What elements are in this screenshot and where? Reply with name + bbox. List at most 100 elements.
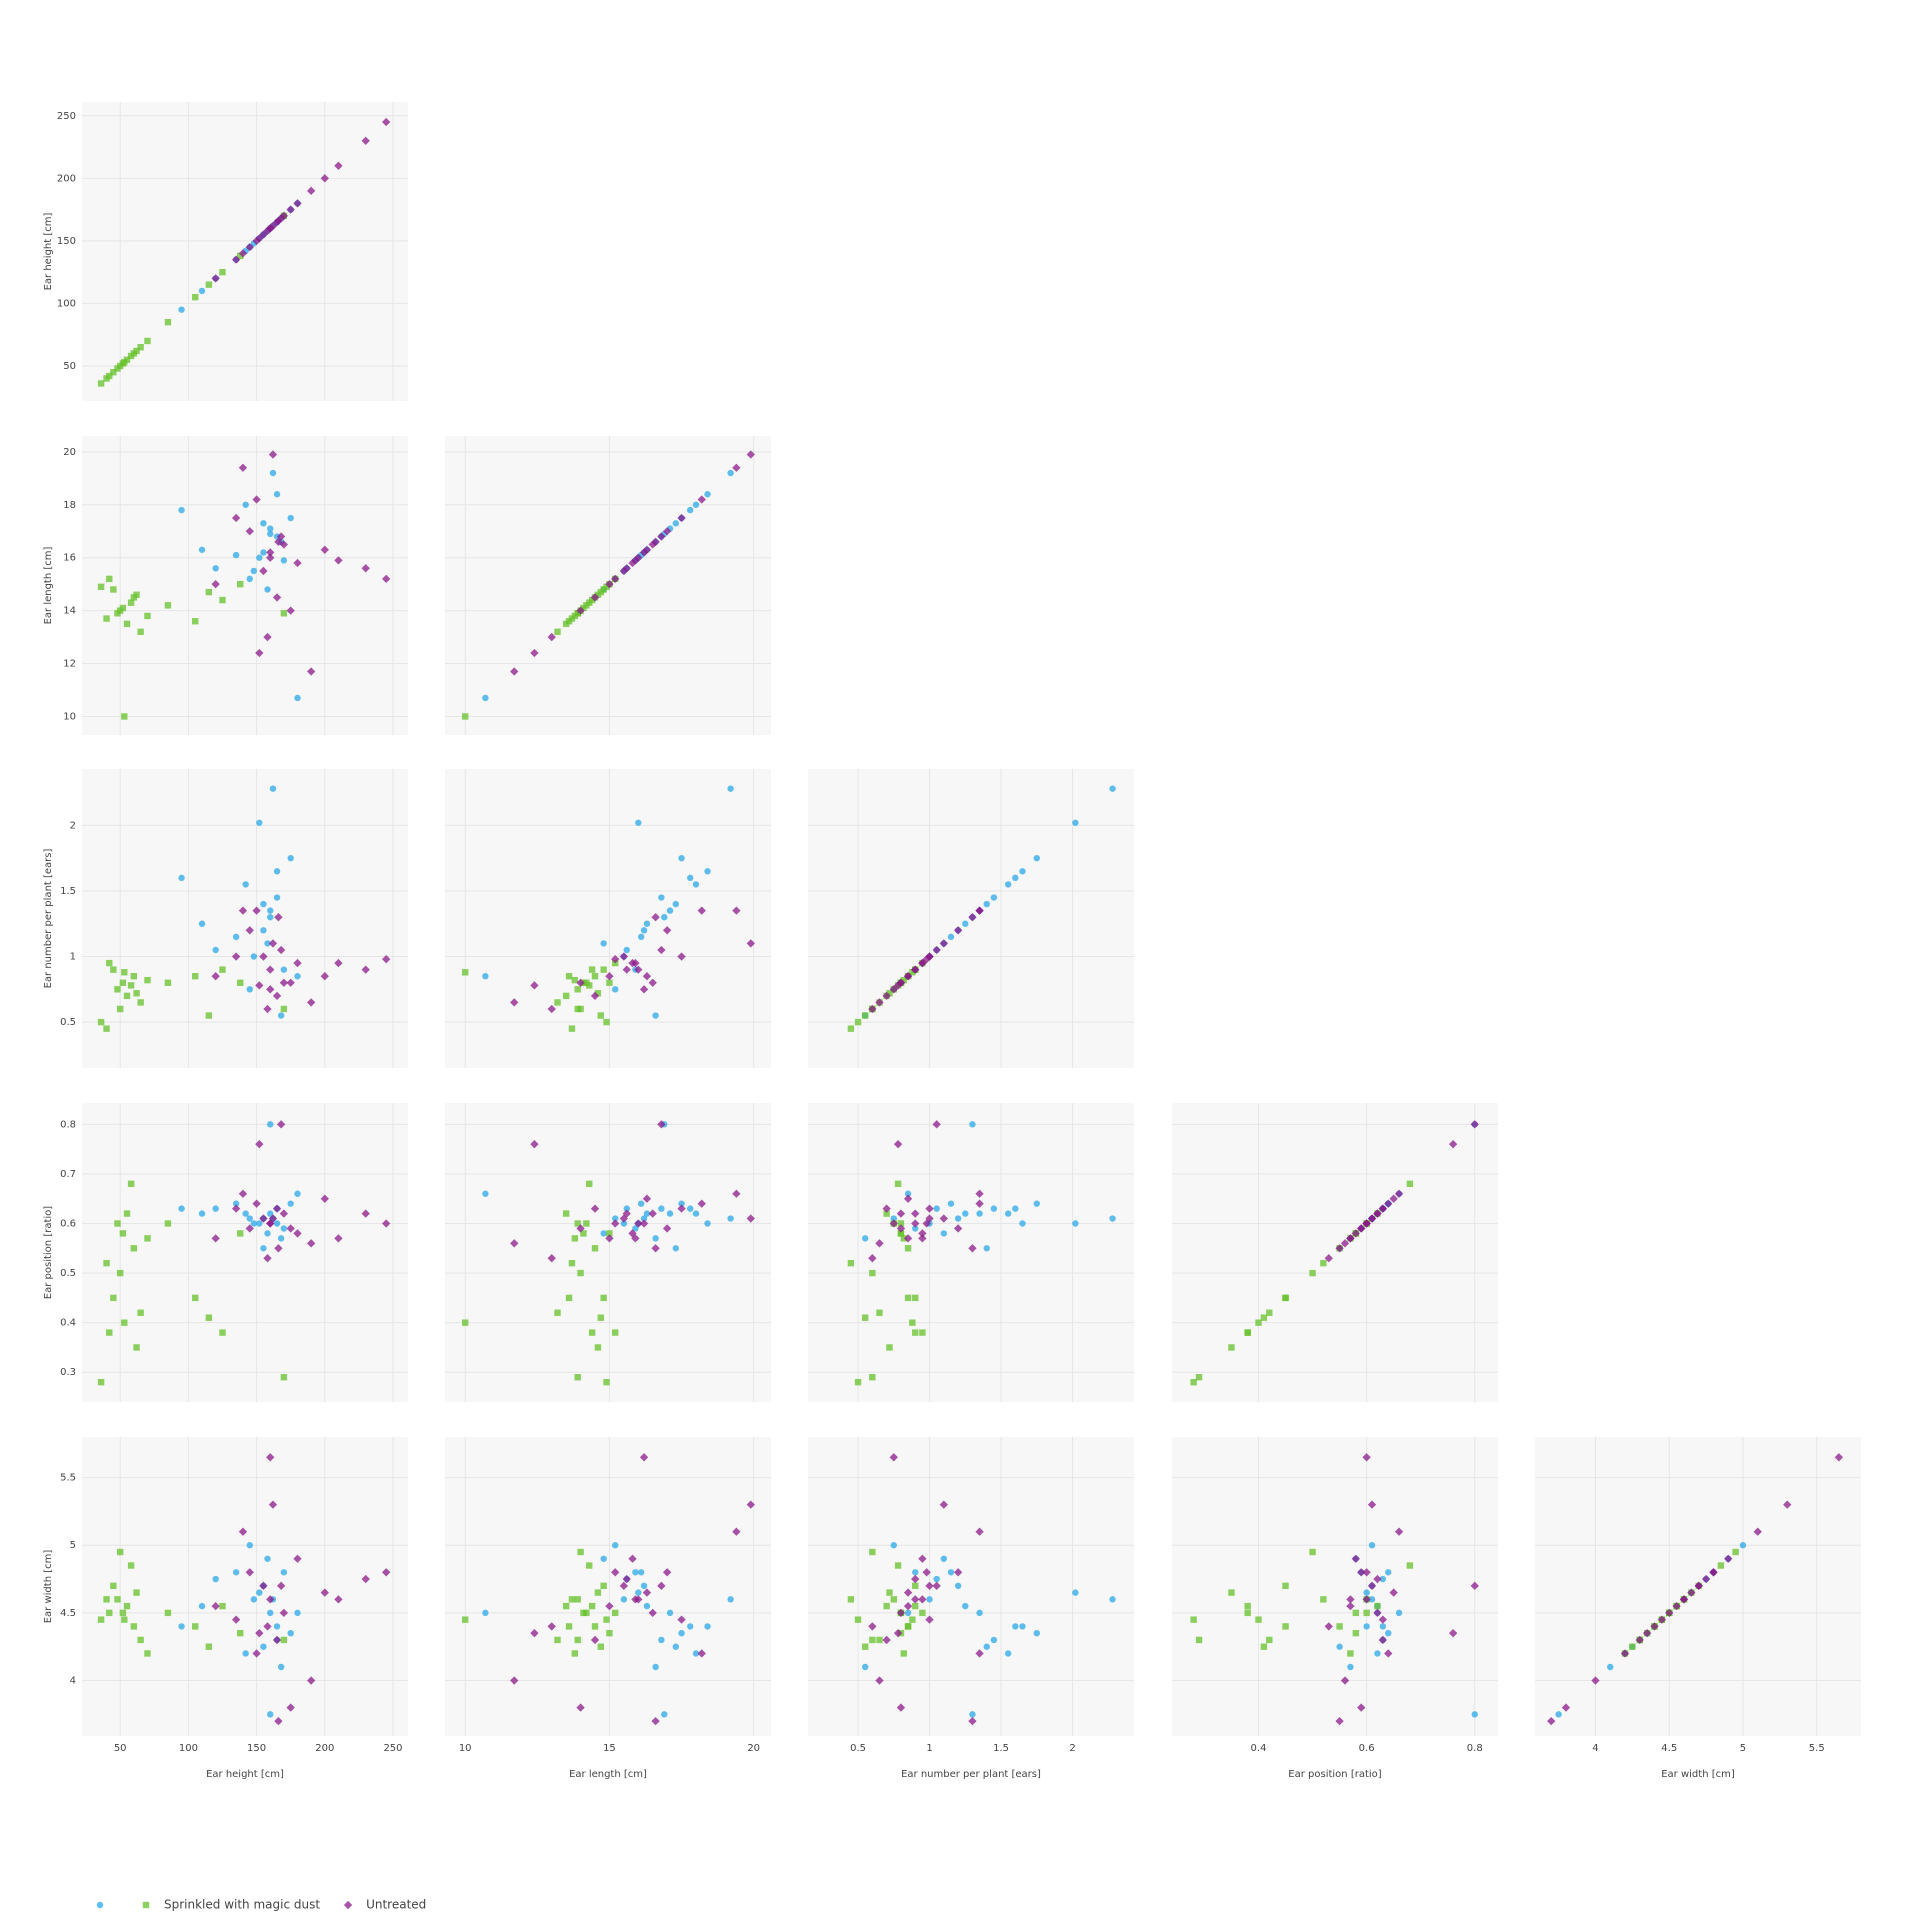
point (896, 1224, 906, 1233)
y-tick-label: 5.5 (60, 1473, 76, 1484)
point (603, 1378, 610, 1386)
point (238, 906, 248, 915)
point (260, 900, 267, 908)
point (266, 1219, 275, 1228)
point (574, 610, 581, 617)
point (576, 606, 585, 615)
plot-area (445, 1437, 771, 1736)
point (1109, 1215, 1116, 1222)
point (911, 965, 920, 974)
point (619, 1214, 629, 1223)
point (306, 1676, 316, 1685)
point (896, 1209, 906, 1218)
point (255, 234, 264, 243)
y-tick-label: 10 (63, 711, 76, 722)
point (597, 1012, 604, 1019)
x-tick-label: 15 (603, 1743, 616, 1754)
point (962, 920, 969, 927)
point (597, 1643, 604, 1650)
point (116, 1548, 124, 1556)
y-axis-title: Ear height [cm] (43, 212, 54, 290)
point (547, 1254, 556, 1263)
point (591, 1623, 599, 1630)
point (269, 785, 277, 792)
point (361, 136, 370, 145)
point (612, 1329, 619, 1336)
x-tick-label: 0.6 (1359, 1743, 1375, 1754)
point (1834, 1453, 1844, 1462)
point (947, 1569, 955, 1576)
point (238, 249, 248, 258)
point (1378, 1635, 1388, 1645)
point (896, 1608, 906, 1618)
point (912, 1294, 919, 1302)
y-tick-label: 2 (70, 820, 76, 831)
plot-area (82, 1103, 408, 1402)
point (562, 1602, 570, 1610)
point (1378, 1615, 1388, 1624)
point (611, 1568, 620, 1577)
point (657, 532, 666, 541)
point (662, 1224, 672, 1233)
point (876, 1636, 883, 1644)
point (687, 1623, 694, 1630)
point (279, 1209, 289, 1218)
point (925, 952, 934, 961)
point (1004, 1650, 1012, 1657)
point (847, 1596, 855, 1603)
point (272, 991, 282, 1001)
point (631, 1595, 640, 1604)
point (123, 1602, 131, 1610)
point (1732, 1548, 1739, 1556)
point (869, 1636, 876, 1644)
point (622, 1209, 631, 1218)
x-tick-label: 5 (1740, 1743, 1746, 1754)
point (121, 713, 128, 720)
point (732, 1189, 741, 1198)
point (133, 347, 140, 355)
point (590, 593, 600, 602)
point (1109, 1596, 1116, 1603)
point (635, 819, 642, 826)
point (727, 785, 734, 792)
point (889, 1219, 898, 1228)
point (267, 913, 274, 921)
point (847, 1025, 855, 1032)
point (232, 933, 240, 941)
point (1363, 1609, 1370, 1617)
point (250, 1220, 258, 1227)
point (279, 978, 289, 987)
point (119, 979, 127, 986)
point (912, 1569, 919, 1576)
point (962, 1602, 969, 1610)
x-tick-label: 5.5 (1809, 1743, 1825, 1754)
point (1195, 1374, 1203, 1381)
point (320, 1588, 329, 1597)
point (212, 565, 219, 572)
point (1260, 1314, 1268, 1321)
point (903, 1194, 913, 1203)
point (461, 1319, 469, 1326)
x-axis-title: Ear position [ratio] (1288, 1769, 1381, 1780)
y-tick-label: 18 (63, 500, 76, 511)
point (1282, 1294, 1289, 1302)
point (1672, 1601, 1681, 1611)
y-tick-label: 100 (57, 298, 76, 309)
point (983, 1643, 990, 1650)
point (268, 939, 278, 948)
point (947, 933, 955, 941)
y-tick-label: 20 (63, 447, 76, 458)
point (274, 216, 283, 226)
point (130, 973, 138, 980)
point (692, 501, 700, 508)
point (1019, 1220, 1026, 1227)
point (530, 981, 539, 990)
point (605, 1234, 614, 1243)
point (600, 966, 607, 973)
x-axis-title: Ear width [cm] (1661, 1769, 1735, 1780)
point (306, 667, 316, 676)
point (178, 506, 185, 514)
point (648, 1608, 657, 1618)
point (382, 1568, 391, 1577)
point (274, 537, 283, 547)
